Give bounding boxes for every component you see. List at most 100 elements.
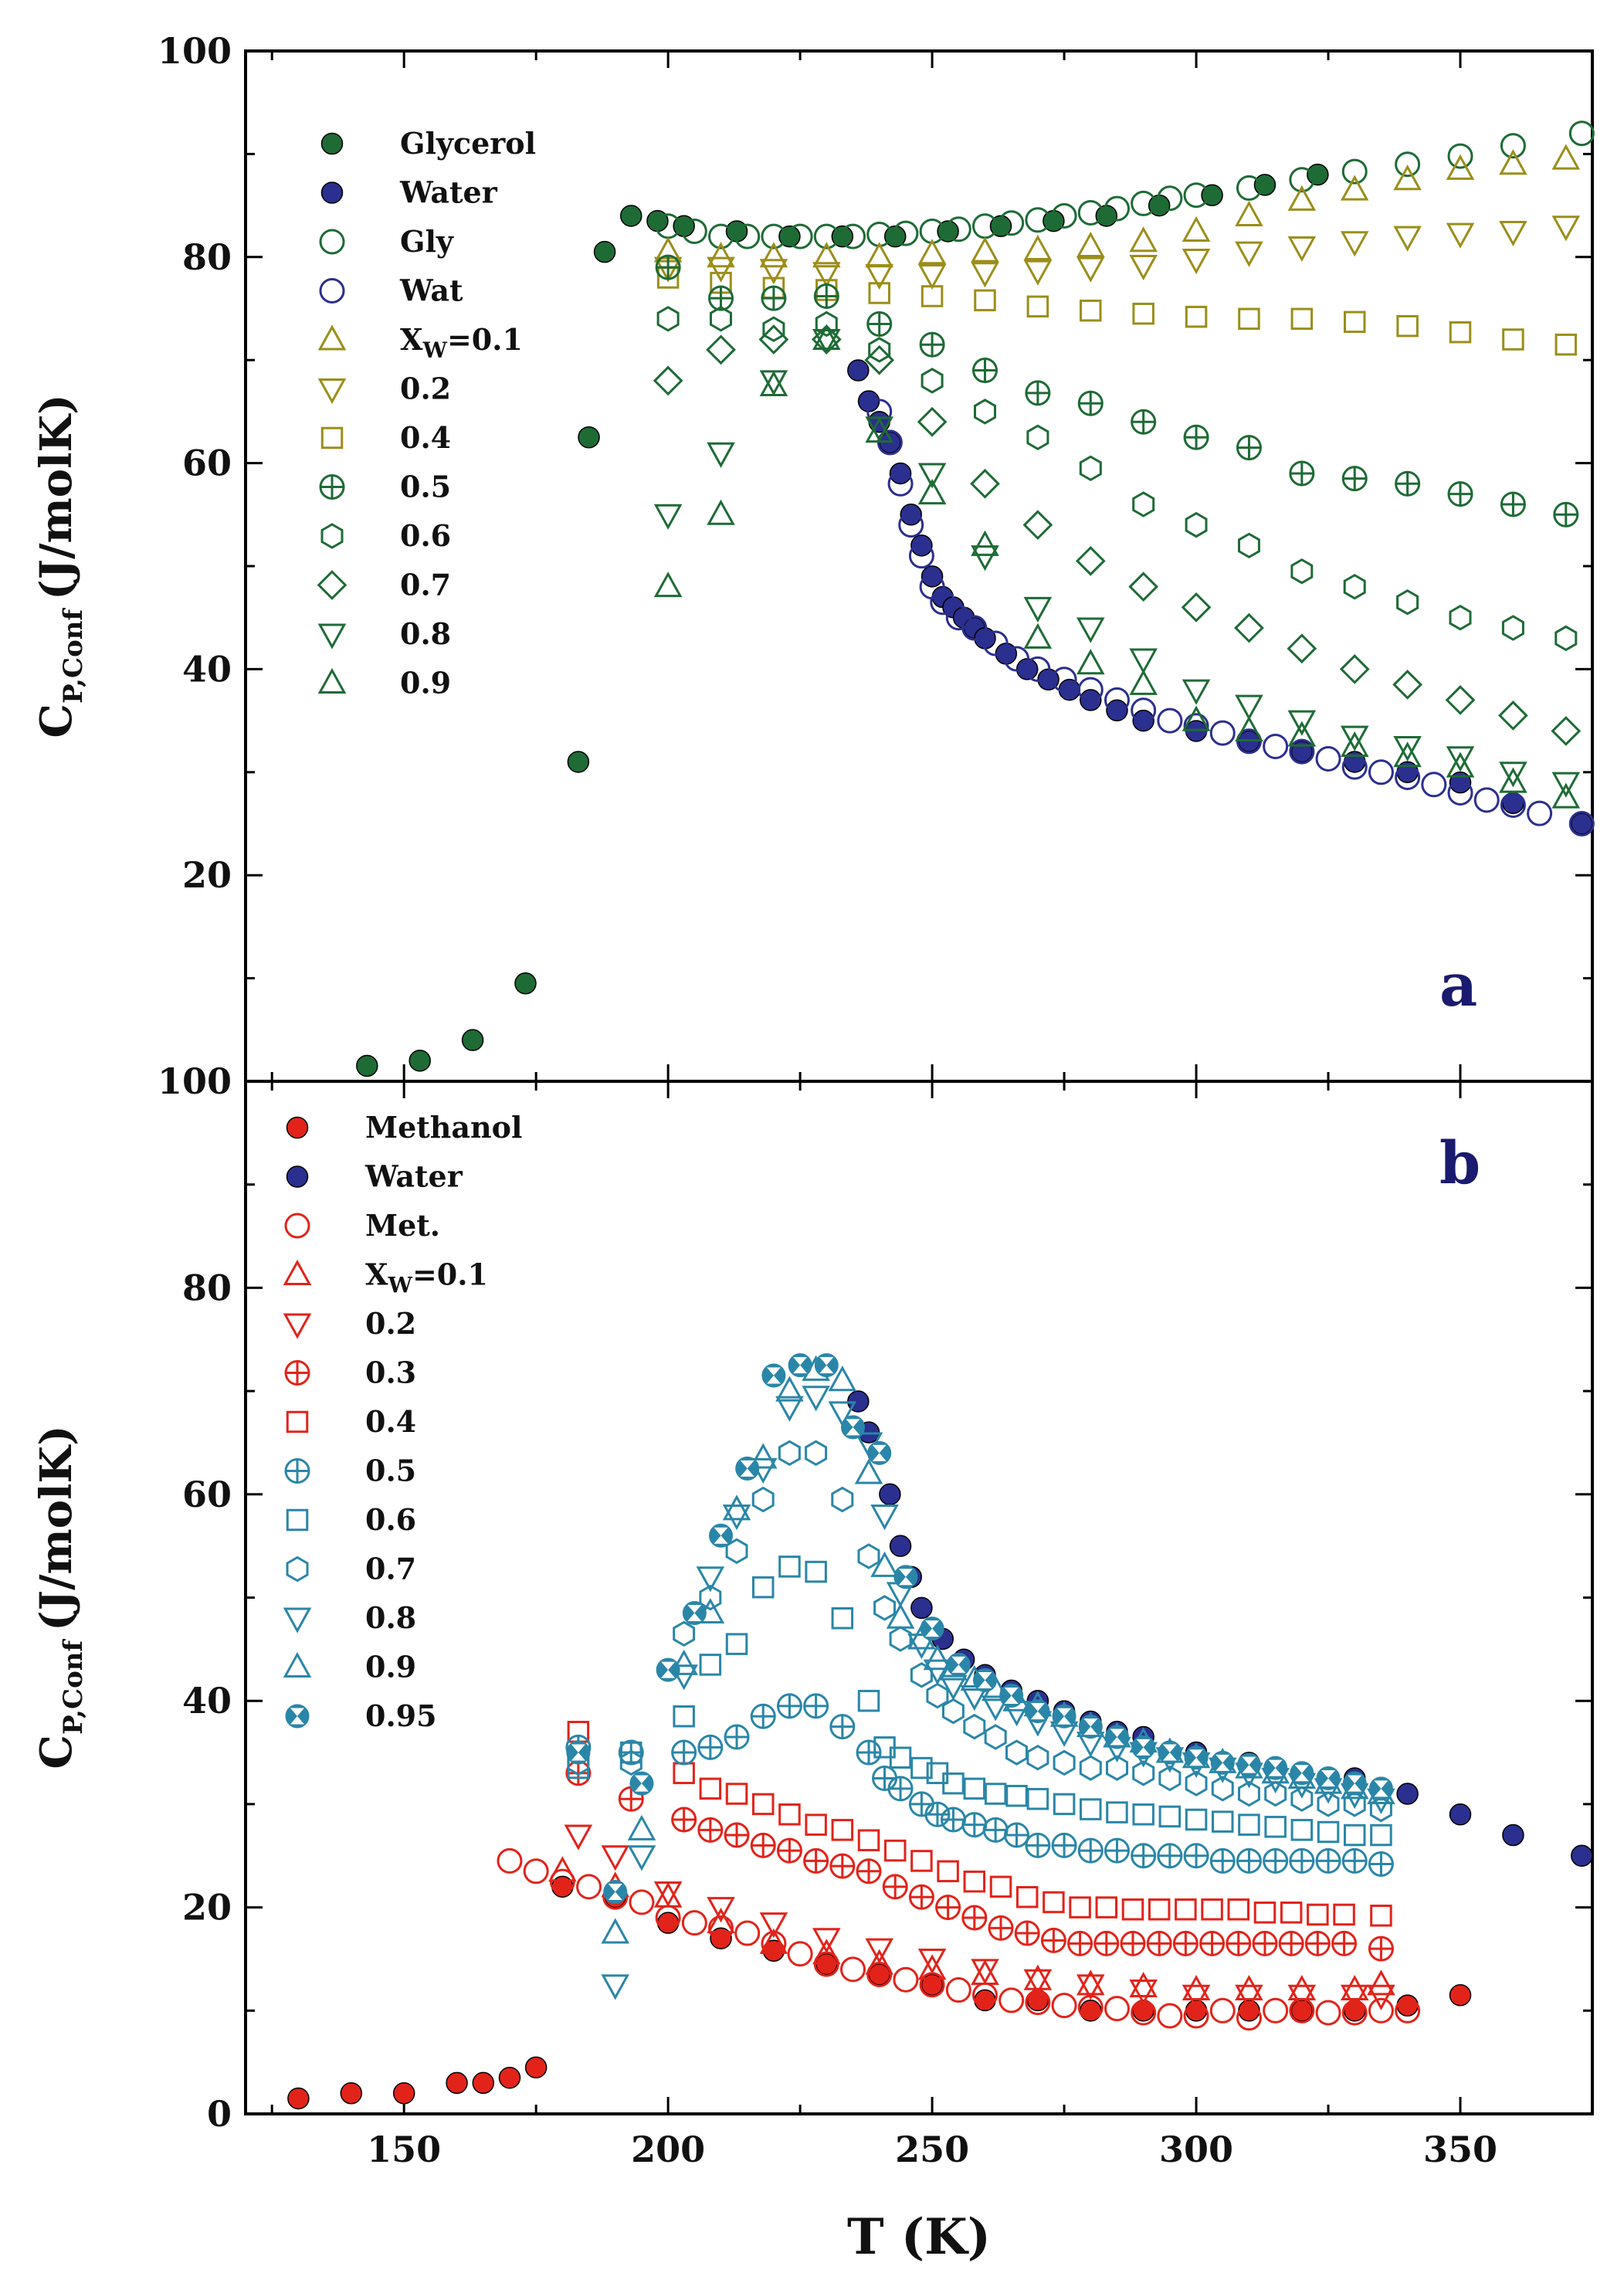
data-point [601, 1974, 630, 2000]
legend-entry: Water [320, 175, 498, 210]
data-point [960, 1685, 989, 1712]
data-point [392, 2082, 415, 2105]
data-point [734, 223, 761, 249]
data-point [776, 1837, 802, 1864]
data-point [1235, 715, 1263, 741]
data-point [940, 1807, 966, 1833]
data-point [1287, 633, 1317, 664]
data-point [1498, 701, 1528, 731]
data-point [629, 1889, 655, 1915]
data-point [1182, 215, 1211, 242]
panel-a-y-tick-labels: 100 20 40 60 80 100 [158, 30, 232, 1102]
data-point [803, 1847, 829, 1874]
data-point [1023, 1964, 1053, 1990]
data-point [812, 1928, 841, 1954]
data-point [972, 1667, 997, 1692]
data-point [1341, 1847, 1368, 1874]
data-point [1209, 1997, 1236, 2024]
data-point [1211, 1776, 1234, 1802]
data-point [697, 1817, 724, 1843]
data-point [970, 468, 1000, 499]
data-point [889, 462, 912, 485]
data-point [917, 479, 947, 505]
data-point [865, 263, 893, 290]
data-point [673, 1705, 695, 1728]
data-point [576, 1874, 602, 1900]
data-point [1340, 231, 1369, 257]
legend-label: 0.5 [400, 470, 451, 504]
data-point [472, 2071, 495, 2095]
data-point [578, 426, 600, 449]
data-point [699, 1584, 722, 1611]
data-point [1201, 1898, 1223, 1921]
legend-label: 0.9 [400, 666, 451, 701]
data-point [1182, 679, 1211, 705]
data-point [1236, 1847, 1262, 1874]
panel-b-points [287, 1353, 1593, 2110]
data-point [566, 1740, 591, 1765]
data-point [1080, 299, 1102, 322]
data-point [1340, 175, 1369, 201]
series-water [847, 359, 1593, 835]
data-point [1264, 1780, 1287, 1807]
data-point [882, 1874, 908, 1900]
legend-entry: 0.2 [317, 371, 451, 406]
data-point [707, 499, 735, 525]
data-point [887, 470, 914, 497]
data-point [1500, 491, 1526, 517]
data-point [917, 1954, 947, 1980]
x-tick-label: 250 [895, 2129, 969, 2170]
legend-label: 0.6 [400, 518, 451, 553]
data-point [1076, 649, 1105, 675]
legend-marker [320, 182, 344, 204]
x-tick-label: 200 [631, 2129, 705, 2170]
panel-a-ylabel-unit: (J/molK) [31, 394, 82, 600]
data-point [1181, 592, 1212, 623]
data-point [1053, 1749, 1076, 1776]
data-point [893, 220, 919, 246]
data-point [287, 2087, 310, 2110]
data-point [627, 1845, 656, 1871]
data-point [813, 223, 839, 249]
data-point [1280, 1902, 1303, 1924]
data-point [707, 242, 735, 268]
data-point [629, 1771, 654, 1796]
series-0-6 [656, 306, 1578, 652]
data-point [681, 218, 707, 244]
data-point [761, 285, 787, 311]
data-point [446, 2071, 468, 2095]
data-point [1278, 1930, 1304, 1956]
data-point [1368, 1935, 1394, 1962]
data-point [1051, 202, 1077, 229]
legend-entry: 0.9 [283, 1650, 416, 1684]
y-tick-label: 100 [158, 1060, 232, 1102]
data-point [620, 205, 642, 227]
data-point [1184, 1745, 1209, 1770]
data-point [1104, 1725, 1129, 1749]
data-point [1026, 424, 1049, 451]
legend-marker [286, 1508, 309, 1532]
data-point [1343, 573, 1366, 600]
data-point [1158, 1765, 1182, 1792]
data-point [1238, 307, 1260, 331]
data-point [1121, 1898, 1144, 1921]
series-0-3 [565, 1760, 1394, 1962]
data-point [656, 306, 680, 332]
data-point [1129, 648, 1158, 674]
data-point [1080, 1798, 1102, 1820]
data-point [974, 399, 996, 425]
legend-marker [317, 667, 347, 694]
data-point [548, 1856, 577, 1882]
data-point [1067, 1930, 1093, 1956]
legend-marker [319, 229, 345, 255]
y-tick-label: 20 [182, 854, 232, 896]
data-point [1040, 1927, 1066, 1953]
series-0-95 [566, 1353, 1393, 1905]
data-point [1290, 1786, 1314, 1812]
data-point [841, 1415, 866, 1440]
data-point [1131, 1843, 1157, 1869]
data-point [1315, 2000, 1341, 2026]
data-point [1183, 2003, 1209, 2029]
legend-label: 0.4 [400, 420, 451, 455]
data-point [1315, 745, 1341, 772]
